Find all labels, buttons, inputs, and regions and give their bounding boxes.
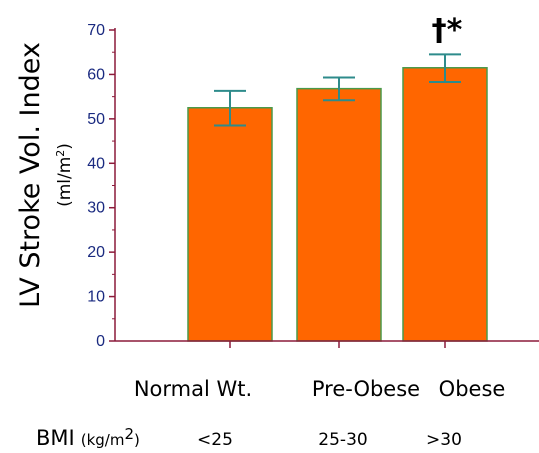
bar-normal-wt bbox=[187, 107, 273, 342]
category-labels: Normal Wt. Pre-Obese Obese bbox=[134, 377, 505, 401]
y-tick-label: 60 bbox=[87, 66, 105, 83]
y-tick-label: 30 bbox=[87, 200, 105, 217]
axes bbox=[114, 28, 539, 348]
significance-marker: †* bbox=[432, 13, 463, 48]
error-bar bbox=[429, 53, 461, 83]
bmi-range-label: >30 bbox=[426, 430, 462, 450]
bmi-range-label: <25 bbox=[197, 430, 233, 450]
bmi-range-label: 25-30 bbox=[318, 430, 367, 450]
y-tick-label: 20 bbox=[87, 244, 105, 261]
y-tick-label: 70 bbox=[87, 22, 105, 39]
bar-obese bbox=[402, 67, 488, 342]
y-tick-label: 0 bbox=[96, 333, 105, 350]
y-axis-label: LV Stroke Vol. Index bbox=[15, 42, 46, 308]
error-bar bbox=[214, 89, 246, 127]
y-tick-label: 40 bbox=[87, 155, 105, 172]
y-axis-ticks: 0 10 20 30 40 50 60 70 bbox=[87, 22, 115, 350]
bmi-row-label: BMI (kg/m2) bbox=[36, 425, 140, 450]
category-label: Obese bbox=[439, 377, 506, 401]
significance-annotations: †* bbox=[432, 13, 463, 48]
y-axis-unit: (ml/m2) bbox=[54, 143, 75, 207]
y-tick-label: 50 bbox=[87, 111, 105, 128]
category-label: Normal Wt. bbox=[134, 377, 252, 401]
error-bars bbox=[214, 53, 461, 127]
error-bar bbox=[323, 76, 355, 102]
category-label: Pre-Obese bbox=[312, 377, 420, 401]
y-tick-label: 10 bbox=[87, 289, 105, 306]
bar-pre-obese bbox=[296, 87, 382, 342]
bars bbox=[187, 67, 488, 342]
bmi-range-labels: <25 25-30 >30 bbox=[197, 430, 462, 450]
